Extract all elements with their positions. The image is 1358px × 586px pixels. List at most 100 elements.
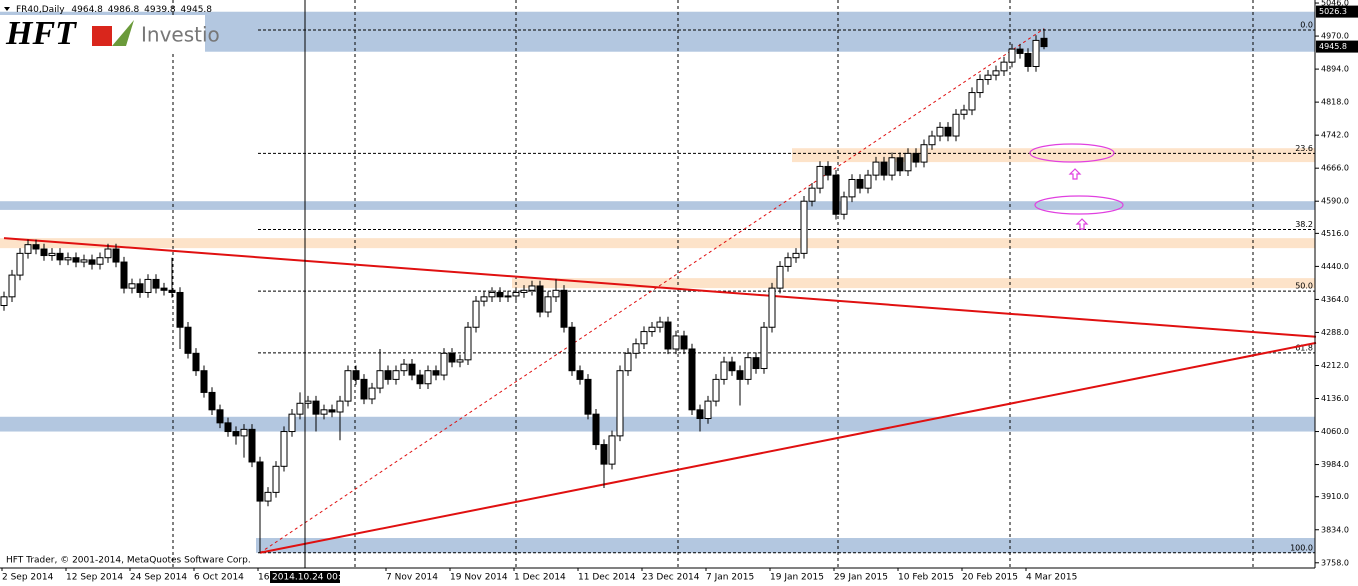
candle-body	[256, 461, 264, 502]
zone	[256, 538, 1315, 553]
price-tag-label: 4945.8	[1319, 42, 1347, 51]
candle-body	[528, 285, 536, 291]
zone	[0, 416, 1315, 432]
candle-body	[784, 257, 792, 267]
candle-body	[680, 335, 688, 350]
candle-body	[968, 92, 976, 111]
candle-body	[992, 70, 1000, 76]
candle-body	[664, 321, 672, 350]
candle-body	[536, 285, 544, 313]
y-tick-label: 4590.0	[1321, 197, 1349, 206]
candle-body	[624, 352, 632, 372]
fib-label: 23.6	[1295, 144, 1313, 153]
candle-body	[240, 428, 248, 437]
candle-body	[688, 348, 696, 411]
candle-body	[312, 400, 320, 415]
candle-body	[712, 378, 720, 402]
candles	[0, 28, 1048, 553]
vertical-grid	[172, 0, 1254, 568]
candle-body	[896, 157, 904, 172]
y-tick-label: 4136.0	[1321, 394, 1349, 403]
y-tick-label: 4818.0	[1321, 98, 1349, 107]
candle-body	[856, 178, 864, 189]
candle-body	[104, 248, 112, 259]
candle-body	[544, 296, 552, 313]
candle-body	[520, 289, 528, 293]
candle-body	[176, 291, 184, 328]
candle-body	[928, 135, 936, 146]
candle-body	[384, 370, 392, 380]
y-tick-label: 3984.0	[1321, 460, 1349, 469]
zones	[0, 11, 1315, 553]
candle-body	[464, 326, 472, 361]
candle-body	[944, 126, 952, 137]
candle-body	[632, 343, 640, 354]
candle-body	[248, 428, 256, 463]
x-tick-label: 29 Jan 2015	[834, 573, 888, 583]
candle-body	[40, 248, 48, 257]
candle-body	[344, 370, 352, 402]
y-tick-label: 3834.0	[1321, 525, 1349, 534]
candle-body	[184, 326, 192, 354]
candle-body	[904, 152, 912, 172]
candle-body	[272, 465, 280, 493]
x-tick-label: 20 Feb 2015	[962, 573, 1018, 583]
candle-body	[888, 157, 896, 176]
candle-body	[232, 431, 240, 437]
price-tag-label: 5026.3	[1319, 7, 1347, 16]
trendline	[259, 341, 1317, 554]
highlight-ellipse	[1029, 143, 1115, 163]
zone	[0, 238, 1315, 249]
candle-body	[648, 326, 656, 333]
candle-body	[984, 74, 992, 81]
candle-body	[872, 161, 880, 176]
candle-body	[808, 187, 816, 202]
candle-body	[480, 296, 488, 302]
candle-body	[408, 363, 416, 376]
candle-body	[88, 259, 96, 265]
candle-body	[320, 409, 328, 415]
candle-body	[640, 331, 648, 345]
candle-body	[208, 391, 216, 411]
candle-body	[8, 274, 16, 298]
candle-body	[432, 370, 440, 376]
candle-body	[96, 257, 104, 265]
candle-body	[440, 352, 448, 376]
y-tick-label: 3910.0	[1321, 492, 1349, 501]
fib-label: 0.0	[1300, 20, 1313, 29]
candle-body	[392, 370, 400, 380]
zone	[512, 278, 1315, 289]
candle-body	[288, 413, 296, 433]
price-tag	[1316, 40, 1358, 53]
header-high: 4986.8	[108, 5, 140, 15]
candle-body	[616, 370, 624, 437]
candle-body	[1000, 61, 1008, 72]
y-tick-label: 4666.0	[1321, 164, 1349, 173]
y-tick-label: 4742.0	[1321, 131, 1349, 140]
candle-body	[1016, 48, 1024, 54]
candle-body	[456, 359, 464, 363]
candle-body	[560, 289, 568, 328]
candle-body	[1040, 37, 1048, 48]
x-tick-label: 1 Dec 2014	[514, 573, 566, 583]
candle-body	[840, 196, 848, 215]
candle-body	[488, 291, 496, 298]
candle-body	[64, 257, 72, 261]
candle-body	[512, 291, 520, 297]
candle-body	[736, 370, 744, 380]
candle-body	[592, 413, 600, 446]
candle-body	[656, 321, 664, 328]
candle-body	[776, 265, 784, 289]
price-tag	[1316, 5, 1358, 18]
x-tick-label: 6 Oct 2014	[194, 573, 244, 583]
y-tick-label: 4364.0	[1321, 295, 1349, 304]
fib-label: 100.0	[1290, 543, 1313, 552]
candle-body	[744, 357, 752, 380]
candle-body	[760, 326, 768, 370]
x-tick-label: 2 Sep 2014	[2, 573, 54, 583]
candle-body	[352, 370, 360, 380]
candle-body	[672, 335, 680, 350]
